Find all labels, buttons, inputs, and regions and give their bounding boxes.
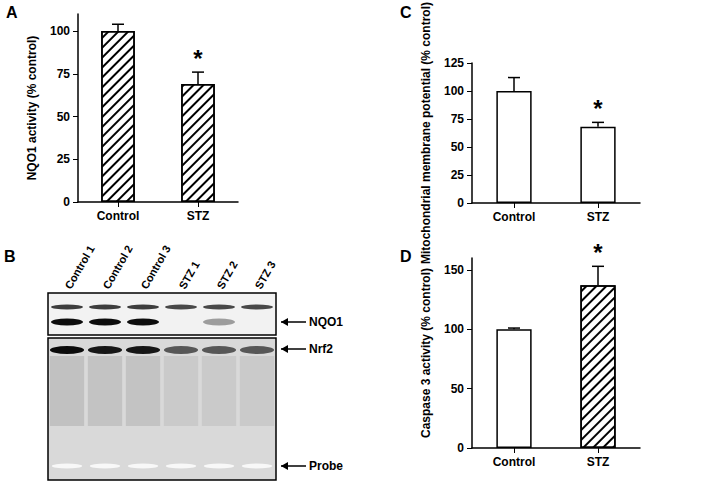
svg-text:Probe: Probe <box>309 459 343 473</box>
svg-text:STZ 3: STZ 3 <box>252 259 277 291</box>
svg-text:Control 2: Control 2 <box>100 243 135 291</box>
svg-text:0: 0 <box>457 196 464 210</box>
svg-text:STZ: STZ <box>587 210 610 224</box>
svg-text:B: B <box>4 248 16 265</box>
svg-text:100: 100 <box>444 84 464 98</box>
svg-text:125: 125 <box>444 56 464 70</box>
svg-text:50: 50 <box>451 382 465 396</box>
svg-text:Control: Control <box>97 209 140 223</box>
svg-text:Mitochondrial membrane potenti: Mitochondrial membrane potential (% cont… <box>419 2 433 264</box>
svg-text:25: 25 <box>451 168 465 182</box>
svg-text:25: 25 <box>57 152 71 166</box>
svg-text:Caspase 3 activity (% control): Caspase 3 activity (% control) <box>419 268 433 438</box>
svg-text:Nrf2: Nrf2 <box>309 342 333 356</box>
svg-text:STZ 2: STZ 2 <box>214 259 239 291</box>
svg-text:D: D <box>400 248 412 265</box>
svg-text:C: C <box>400 4 412 21</box>
svg-text:100: 100 <box>50 24 70 38</box>
svg-text:A: A <box>6 4 18 21</box>
svg-text:Control: Control <box>493 455 536 469</box>
svg-text:50: 50 <box>451 140 465 154</box>
svg-text:STZ: STZ <box>187 209 210 223</box>
svg-text:NQO1: NQO1 <box>309 315 343 329</box>
svg-text:NQO1 activity (% control): NQO1 activity (% control) <box>25 36 39 181</box>
svg-text:75: 75 <box>57 67 71 81</box>
svg-text:0: 0 <box>63 195 70 209</box>
svg-text:Control: Control <box>493 210 536 224</box>
svg-text:100: 100 <box>444 322 464 336</box>
svg-text:150: 150 <box>444 263 464 277</box>
svg-text:*: * <box>593 95 603 122</box>
svg-text:0: 0 <box>457 441 464 455</box>
svg-text:*: * <box>593 239 603 266</box>
svg-text:75: 75 <box>451 112 465 126</box>
svg-text:50: 50 <box>57 110 71 124</box>
svg-text:STZ: STZ <box>587 455 610 469</box>
svg-text:STZ 1: STZ 1 <box>176 259 201 291</box>
svg-text:Control 3: Control 3 <box>138 243 173 291</box>
svg-text:*: * <box>193 45 203 72</box>
svg-text:Control 1: Control 1 <box>62 243 97 291</box>
